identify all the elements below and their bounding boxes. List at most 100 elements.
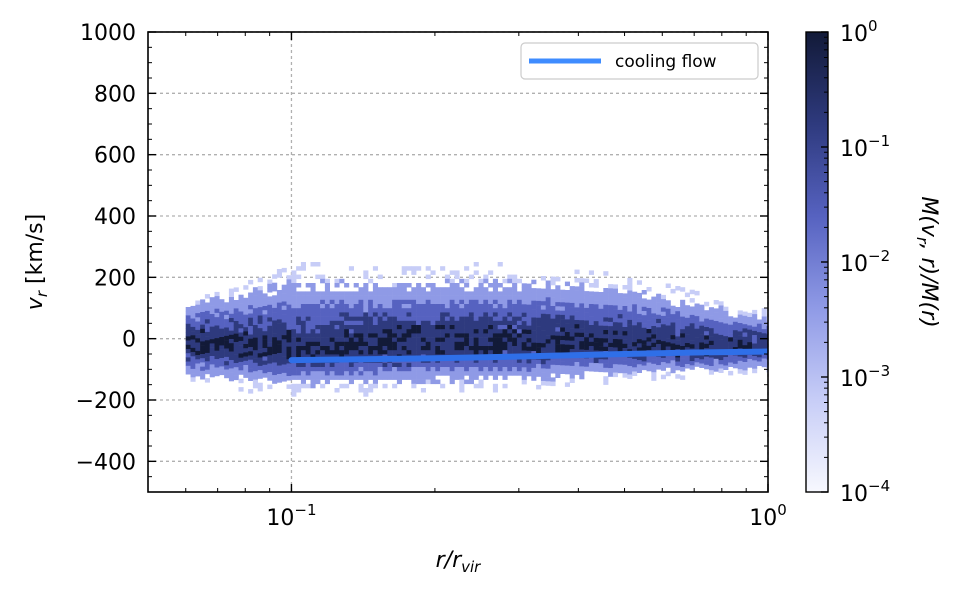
heatmap-cell — [742, 357, 748, 363]
heatmap-cell — [291, 320, 297, 326]
heatmap-cell — [267, 342, 273, 348]
heatmap-cell — [296, 316, 302, 322]
heatmap-cell — [512, 312, 518, 317]
heatmap-cell — [459, 350, 465, 355]
heatmap-cell — [444, 325, 450, 330]
heatmap-cell — [507, 320, 513, 326]
heatmap-cell — [411, 304, 417, 309]
heatmap-cell — [483, 350, 489, 355]
heatmap-cell — [632, 363, 638, 368]
heatmap-cell — [262, 293, 268, 298]
heatmap-cell — [550, 360, 556, 366]
heatmap-cell — [416, 295, 422, 301]
heatmap-cell — [665, 325, 671, 330]
heatmap-cell — [334, 337, 340, 343]
heatmap-cell — [392, 341, 398, 347]
heatmap-cell — [713, 333, 719, 339]
heatmap-cell — [593, 308, 599, 313]
heatmap-cell — [430, 308, 436, 313]
heatmap-cell — [291, 375, 297, 380]
heatmap-cell — [617, 356, 623, 361]
heatmap-cell — [396, 295, 402, 301]
heatmap-cell — [516, 341, 522, 347]
heatmap-cell — [507, 362, 513, 368]
heatmap-cell — [305, 341, 311, 347]
heatmap-cell — [579, 362, 585, 367]
heatmap-cell — [540, 297, 546, 302]
heatmap-cell — [243, 331, 249, 336]
heatmap-cell — [200, 345, 206, 351]
heatmap-cell — [612, 284, 618, 289]
heatmap-cell — [459, 358, 465, 364]
heatmap-cell — [473, 358, 479, 364]
heatmap-cell — [560, 289, 566, 295]
heatmap-cell — [190, 364, 196, 370]
heatmap-cell — [598, 313, 604, 318]
heatmap-cell — [617, 305, 623, 311]
heatmap-cell — [305, 283, 311, 288]
heatmap-cell — [204, 310, 210, 316]
heatmap-cell — [752, 368, 758, 374]
heatmap-cell — [296, 308, 302, 313]
heatmap-cell — [310, 329, 316, 334]
heatmap-cell — [358, 375, 364, 380]
heatmap-cell — [488, 316, 494, 322]
heatmap-cell — [396, 371, 402, 376]
heatmap-cell — [646, 324, 652, 330]
heatmap-cell — [281, 364, 287, 369]
heatmap-cell — [224, 319, 230, 324]
heatmap-cell — [574, 370, 580, 375]
heatmap-cell — [401, 337, 407, 343]
heatmap-cell — [684, 359, 690, 365]
heatmap-cell — [545, 360, 551, 365]
heatmap-cell — [622, 369, 628, 374]
heatmap-cell — [473, 329, 479, 334]
heatmap-cell — [636, 364, 642, 369]
heatmap-cell — [430, 362, 436, 368]
heatmap-cell — [204, 352, 210, 358]
heatmap-cell — [324, 379, 330, 385]
heatmap-cell — [281, 335, 287, 340]
heatmap-cell — [377, 299, 383, 305]
heatmap-cell — [200, 341, 206, 346]
heatmap-cell — [334, 388, 340, 393]
heatmap-cell — [392, 337, 398, 343]
heatmap-cell — [593, 342, 599, 347]
heatmap-cell — [267, 313, 273, 318]
heatmap-cell — [281, 351, 287, 357]
heatmap-cell — [723, 340, 729, 345]
heatmap-cell — [660, 303, 666, 308]
heatmap-cell — [502, 278, 508, 284]
heatmap-cell — [387, 346, 393, 351]
heatmap-cell — [233, 316, 239, 322]
heatmap-cell — [603, 342, 609, 348]
heatmap-cell — [454, 295, 460, 301]
heatmap-cell — [396, 367, 402, 372]
heatmap-cell — [747, 317, 753, 322]
heatmap-cell — [718, 355, 724, 361]
heatmap-cell — [641, 311, 647, 316]
heatmap-cell — [694, 303, 700, 308]
heatmap-cell — [488, 299, 494, 305]
heatmap-cell — [204, 361, 210, 366]
heatmap-cell — [713, 316, 719, 322]
heatmap-cell — [449, 312, 455, 317]
heatmap-cell — [526, 346, 532, 352]
heatmap-cell — [420, 341, 426, 347]
heatmap-cell — [579, 366, 585, 371]
heatmap-cell — [478, 283, 484, 288]
heatmap-cell — [718, 364, 724, 369]
heatmap-cell — [363, 346, 369, 351]
heatmap-cell — [334, 329, 340, 334]
heatmap-cell — [536, 363, 542, 369]
heatmap-cell — [300, 375, 306, 380]
heatmap-cell — [728, 354, 734, 359]
heatmap-cell — [310, 283, 316, 288]
heatmap-cell — [300, 333, 306, 338]
heatmap-cell — [396, 316, 402, 322]
heatmap-cell — [464, 325, 470, 330]
heatmap-cell — [392, 350, 398, 355]
y-tick-label-5: 600 — [94, 144, 136, 169]
heatmap-cell — [569, 302, 575, 308]
